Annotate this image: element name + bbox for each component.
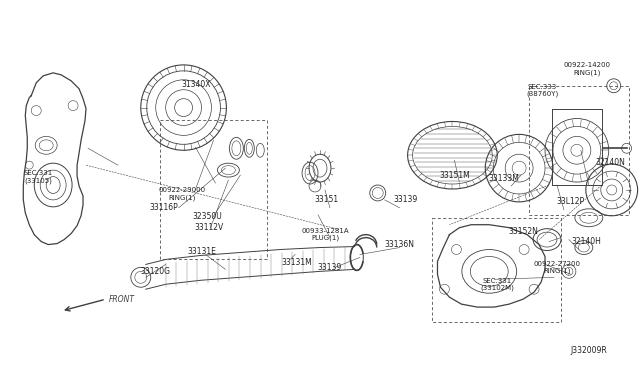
Ellipse shape	[350, 244, 364, 270]
Text: J332009R: J332009R	[570, 346, 607, 355]
Text: 32140H: 32140H	[572, 237, 602, 246]
Text: 00922-14200
RING(1): 00922-14200 RING(1)	[563, 62, 611, 76]
Text: 33116P: 33116P	[149, 203, 178, 212]
Bar	[431, 218, 561, 322]
Text: 33120G: 33120G	[141, 267, 171, 276]
Text: 33112V: 33112V	[195, 223, 224, 232]
Text: 33131E: 33131E	[187, 247, 216, 256]
Text: FRONT: FRONT	[109, 295, 135, 304]
Text: SEC.333
(38760Y): SEC.333 (38760Y)	[526, 84, 558, 97]
Text: 00922-27200
RING(1): 00922-27200 RING(1)	[534, 261, 580, 274]
Text: 33L12P: 33L12P	[557, 198, 585, 206]
Text: 31340X: 31340X	[182, 80, 211, 89]
Text: SEC.331
(33102M): SEC.331 (33102M)	[480, 278, 514, 291]
Text: 33151: 33151	[314, 195, 338, 204]
Bar	[529, 86, 628, 215]
Text: 33136N: 33136N	[385, 240, 415, 249]
Text: 33151M: 33151M	[439, 171, 470, 180]
Text: 33139: 33139	[318, 263, 342, 272]
Text: 00933-1281A
PLUG(1): 00933-1281A PLUG(1)	[301, 228, 349, 241]
Text: SEC.331
(33105): SEC.331 (33105)	[24, 170, 53, 184]
Text: 33133M: 33133M	[489, 174, 520, 183]
Text: 33152N: 33152N	[508, 227, 538, 236]
Text: 32140N: 32140N	[596, 158, 626, 167]
Bar	[160, 121, 268, 259]
Text: 33131M: 33131M	[282, 258, 312, 267]
Text: 00922-29000
RING(1): 00922-29000 RING(1)	[158, 187, 205, 201]
Text: 33139: 33139	[394, 195, 418, 204]
Text: 32350U: 32350U	[193, 212, 222, 221]
